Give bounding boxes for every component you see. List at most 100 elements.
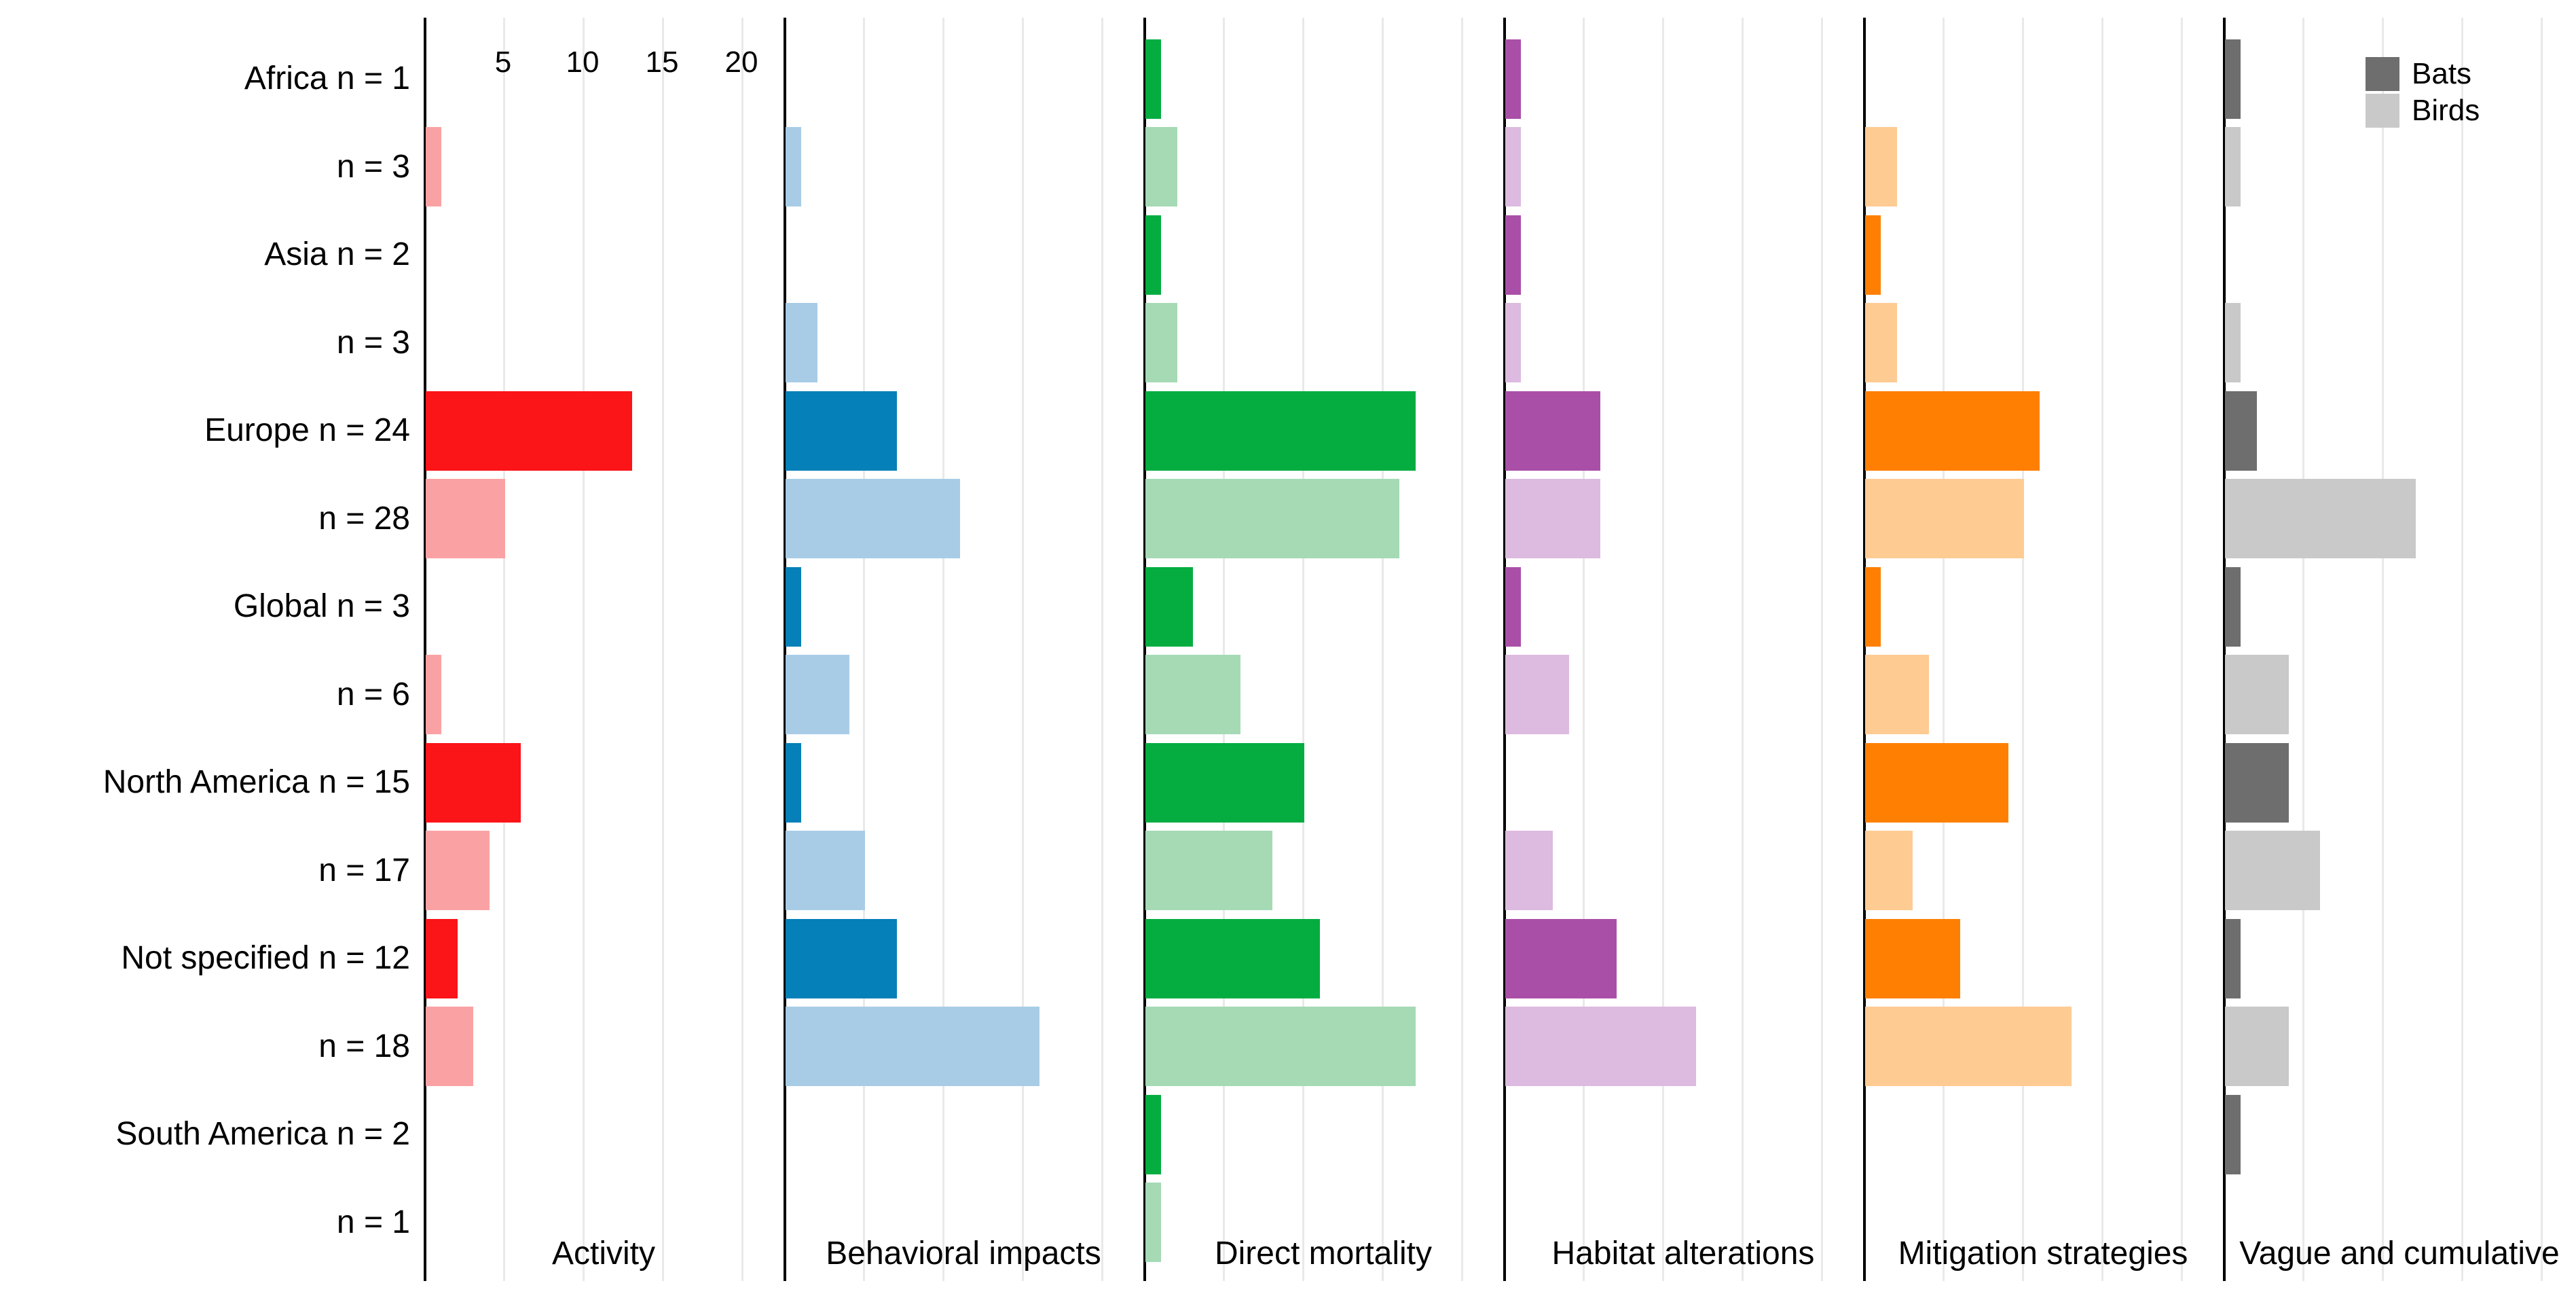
bar-mitigation-strategies-asia-bats [1865,215,1881,295]
x-tick-label-15: 15 [645,46,679,79]
x-tick-label-10: 10 [566,46,600,79]
bar-activity-europe-bats [426,391,633,471]
bar-vague-and-cumulative-not-specified-bats [2225,918,2241,998]
bar-behavioral-impacts-africa-birds [786,127,802,206]
grid-line-activity-5 [503,18,505,1281]
bar-behavioral-impacts-europe-bats [786,391,897,471]
row-label-north-america-bats: North America n = 15 [103,764,410,800]
grid-line-mitigation-strategies-10 [2022,18,2024,1281]
bar-vague-and-cumulative-global-bats [2225,566,2241,647]
bar-behavioral-impacts-north-america-bats [786,742,802,823]
row-label-europe-birds: n = 28 [318,500,410,537]
bar-habitat-alterations-not-specified-birds [1505,1007,1696,1086]
category-label-activity: Activity [551,1236,655,1272]
bar-direct-mortality-europe-bats [1145,391,1416,471]
row-label-not-specified-bats: Not specified n = 12 [121,940,410,976]
category-label-behavioral-impacts: Behavioral impacts [826,1236,1101,1272]
bar-habitat-alterations-global-bats [1505,566,1522,647]
grid-line-mitigation-strategies-20 [2181,18,2183,1281]
row-label-south-america-birds: n = 1 [336,1204,410,1240]
legend-label-birds: Birds [2412,94,2480,127]
bar-activity-global-birds [426,655,442,734]
bar-activity-north-america-birds [426,831,490,910]
bar-habitat-alterations-not-specified-bats [1505,918,1617,998]
axis-line-direct-mortality [1143,18,1146,1281]
bar-habitat-alterations-europe-birds [1505,479,1601,558]
bar-mitigation-strategies-global-bats [1865,566,1881,647]
row-label-asia-birds: n = 3 [336,324,410,361]
grid-line-habitat-alterations-15 [1742,18,1744,1281]
grid-line-direct-mortality-5 [1223,18,1225,1281]
bar-habitat-alterations-global-birds [1505,655,1569,734]
bar-direct-mortality-not-specified-birds [1145,1007,1416,1086]
category-label-habitat-alterations: Habitat alterations [1551,1236,1815,1272]
row-label-africa-birds: n = 3 [336,148,410,185]
bar-vague-and-cumulative-south-america-bats [2225,1094,2241,1174]
bar-vague-and-cumulative-africa-bats [2225,39,2241,119]
x-tick-label-20: 20 [724,46,758,79]
grid-line-direct-mortality-15 [1382,18,1384,1281]
bar-direct-mortality-africa-birds [1145,127,1177,206]
bar-direct-mortality-north-america-bats [1145,742,1304,823]
bar-mitigation-strategies-asia-birds [1865,303,1897,382]
bar-behavioral-impacts-global-bats [786,566,802,647]
grid-line-vague-and-cumulative-20 [2541,18,2543,1281]
grid-line-activity-10 [583,18,585,1281]
bar-direct-mortality-global-bats [1145,566,1194,647]
grid-line-vague-and-cumulative-10 [2382,18,2384,1281]
bar-vague-and-cumulative-not-specified-birds [2225,1007,2289,1086]
grid-line-habitat-alterations-20 [1821,18,1823,1281]
bar-behavioral-impacts-europe-birds [786,479,961,558]
category-label-mitigation-strategies: Mitigation strategies [1898,1236,2188,1272]
bar-mitigation-strategies-africa-birds [1865,127,1897,206]
bar-direct-mortality-south-america-birds [1145,1183,1162,1262]
x-tick-label-5: 5 [494,46,512,79]
birds-swatch-icon [2366,94,2399,128]
bar-vague-and-cumulative-africa-birds [2225,127,2241,206]
axis-line-activity [424,18,426,1281]
row-label-africa-bats: Africa n = 1 [244,60,410,96]
row-label-north-america-birds: n = 17 [318,852,410,888]
bar-mitigation-strategies-north-america-birds [1865,831,1913,910]
bar-activity-africa-birds [426,127,442,206]
bar-mitigation-strategies-europe-bats [1865,391,2040,471]
bar-mitigation-strategies-not-specified-bats [1865,918,1961,998]
bar-activity-europe-birds [426,479,505,558]
bar-habitat-alterations-africa-bats [1505,39,1522,119]
legend-item-bats: Bats [2366,57,2480,91]
row-label-europe-bats: Europe n = 24 [204,412,410,448]
bar-mitigation-strategies-north-america-bats [1865,742,2008,823]
bar-vague-and-cumulative-north-america-birds [2225,831,2321,910]
bar-vague-and-cumulative-europe-birds [2225,479,2416,558]
bar-activity-not-specified-bats [426,918,458,998]
grid-line-direct-mortality-10 [1302,18,1304,1281]
bar-habitat-alterations-africa-birds [1505,127,1522,206]
bar-direct-mortality-africa-bats [1145,39,1162,119]
row-label-asia-bats: Asia n = 2 [264,236,410,272]
bar-activity-not-specified-birds [426,1007,474,1086]
bar-behavioral-impacts-not-specified-bats [786,918,897,998]
grid-line-activity-20 [741,18,743,1281]
bats-swatch-icon [2366,57,2399,91]
bar-vague-and-cumulative-north-america-bats [2225,742,2289,823]
bar-direct-mortality-asia-bats [1145,215,1162,295]
row-label-south-america-bats: South America n = 2 [115,1116,410,1152]
bar-behavioral-impacts-north-america-birds [786,831,865,910]
grid-line-habitat-alterations-10 [1662,18,1664,1281]
grid-line-vague-and-cumulative-5 [2302,18,2304,1281]
bar-habitat-alterations-asia-bats [1505,215,1522,295]
axis-line-mitigation-strategies [1863,18,1866,1281]
axis-line-vague-and-cumulative [2223,18,2226,1281]
bar-vague-and-cumulative-europe-bats [2225,391,2257,471]
bar-mitigation-strategies-europe-birds [1865,479,2024,558]
grid-line-vague-and-cumulative-15 [2461,18,2463,1281]
bar-direct-mortality-global-birds [1145,655,1241,734]
bar-activity-north-america-bats [426,742,521,823]
grid-line-activity-15 [662,18,664,1281]
bar-direct-mortality-not-specified-bats [1145,918,1321,998]
bar-behavioral-impacts-global-birds [786,655,849,734]
bar-direct-mortality-europe-birds [1145,479,1400,558]
grid-line-behavioral-impacts-10 [942,18,944,1281]
axis-line-habitat-alterations [1503,18,1506,1281]
category-label-vague-and-cumulative: Vague and cumulative [2239,1236,2560,1272]
